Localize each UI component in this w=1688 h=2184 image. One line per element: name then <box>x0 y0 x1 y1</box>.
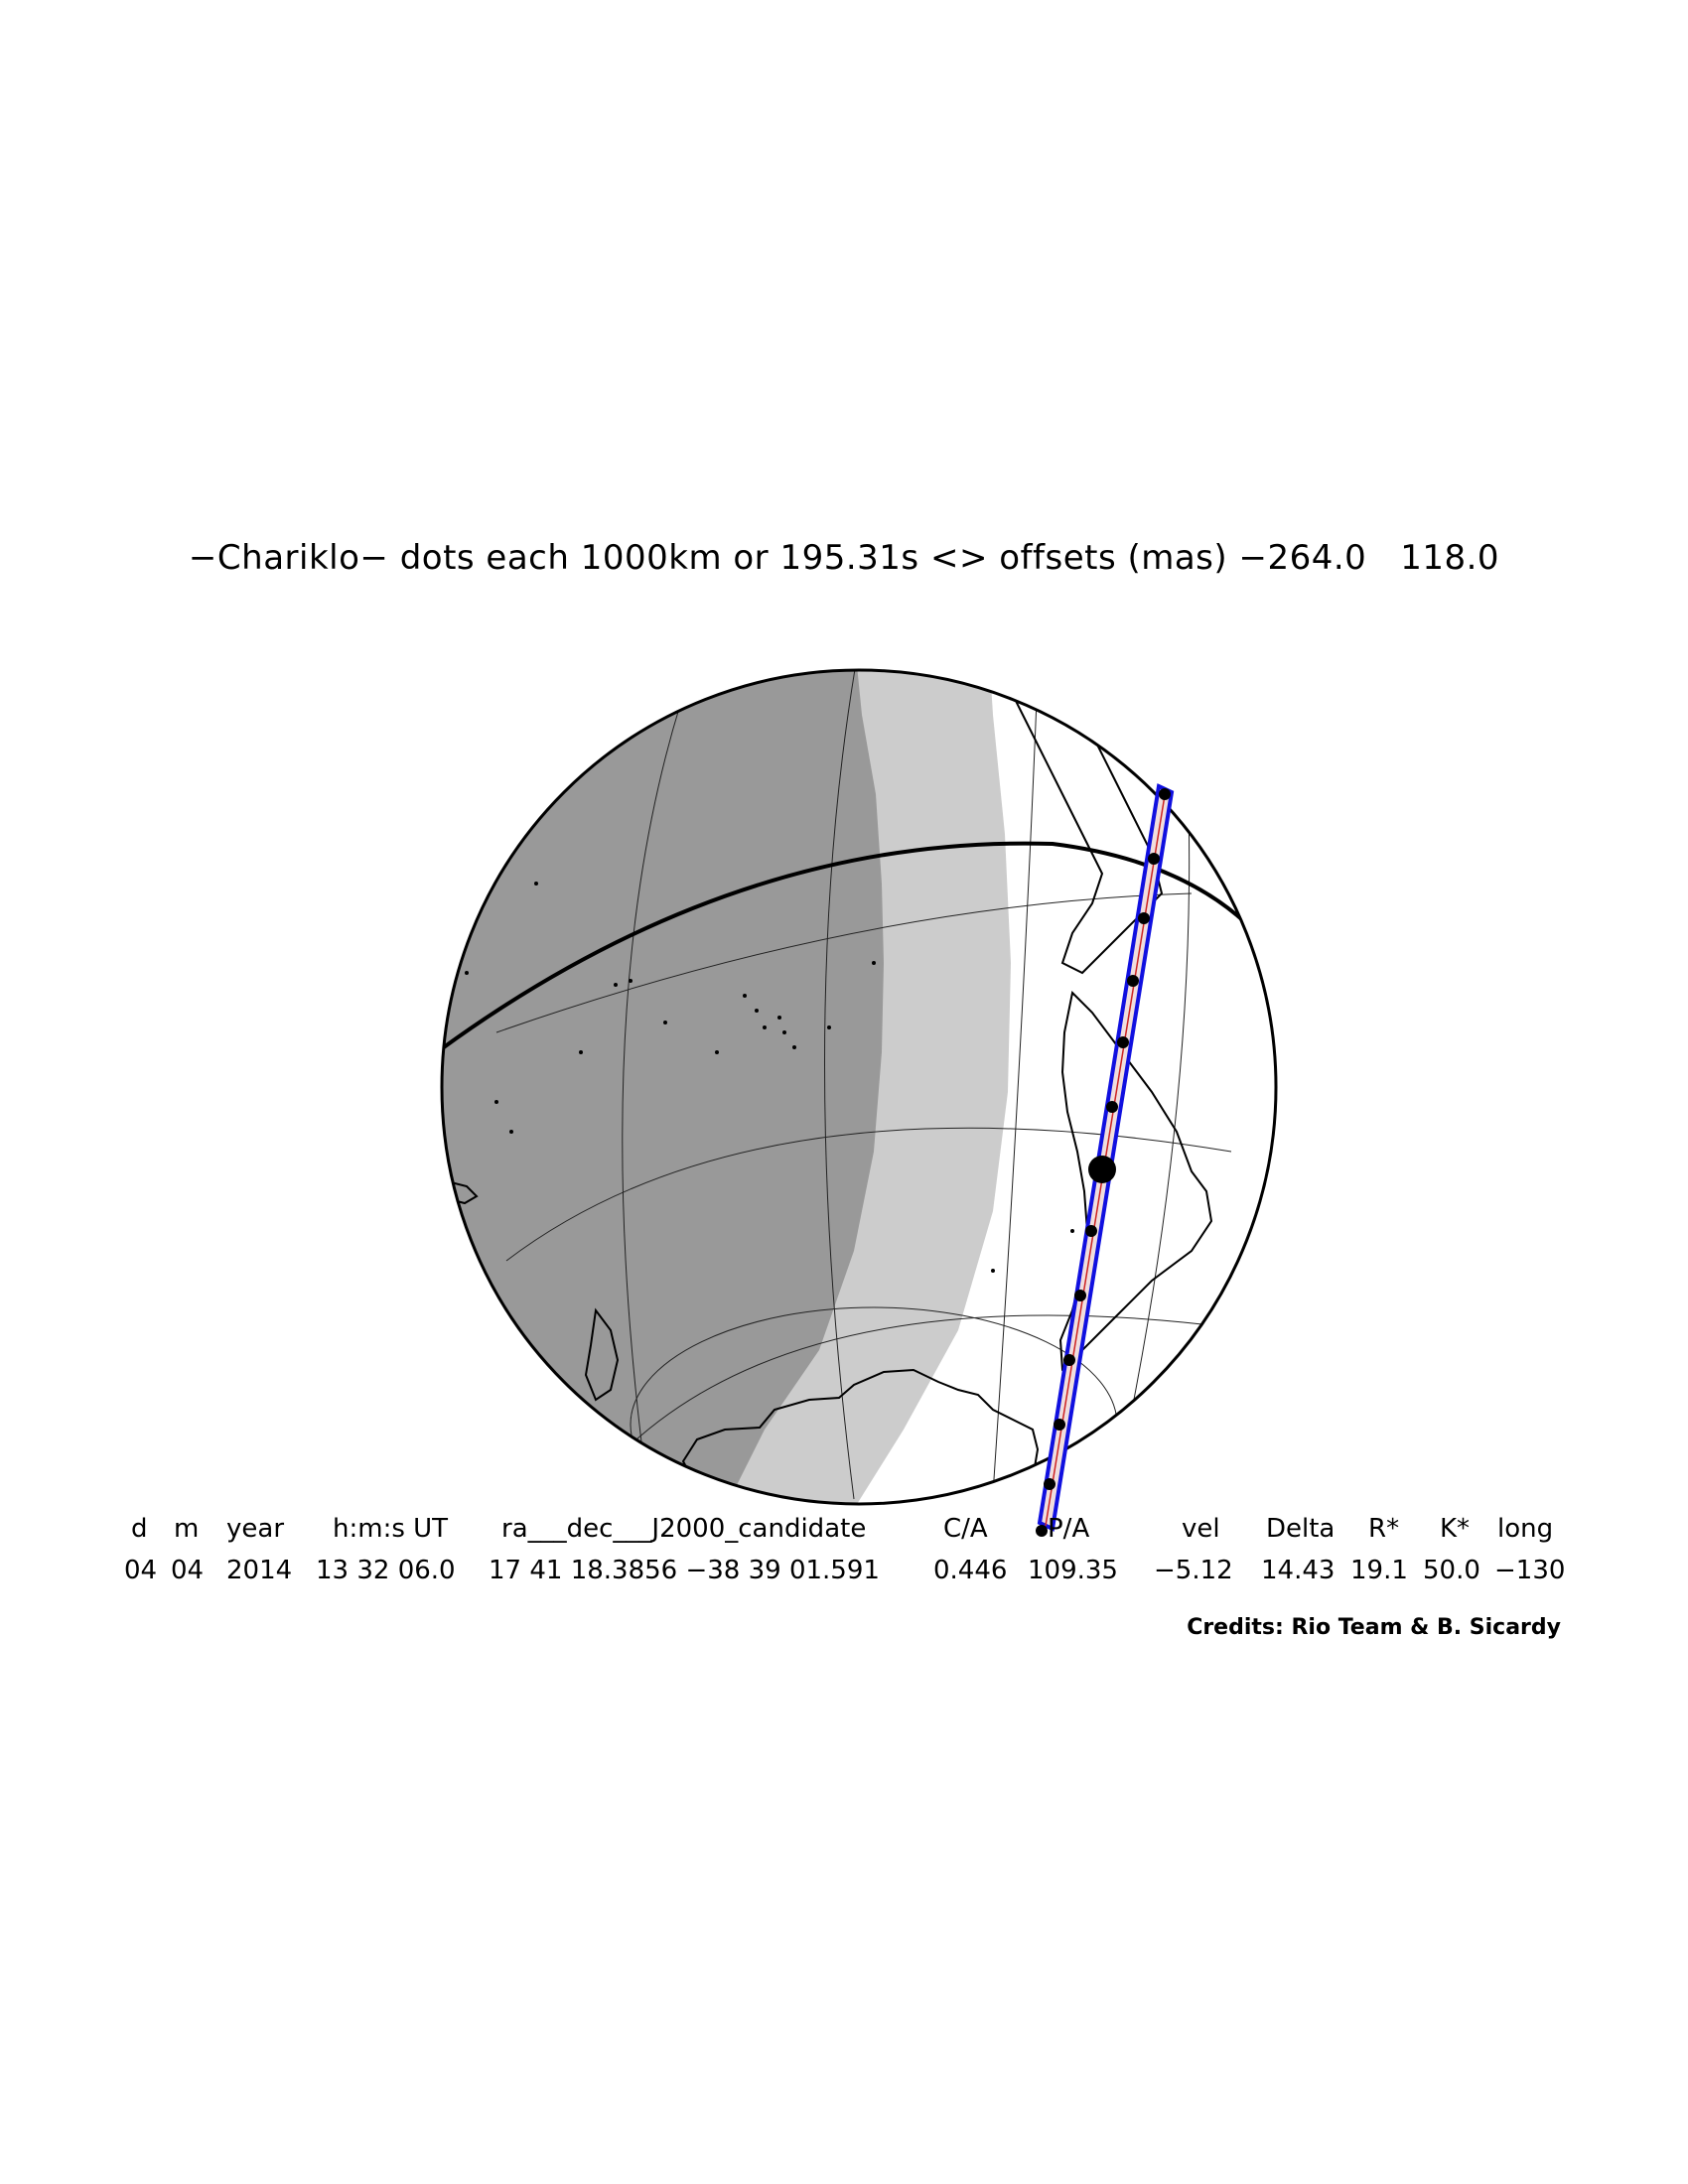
equator-line <box>442 841 1276 1054</box>
value-cell: 19.1 <box>1350 1556 1408 1585</box>
value-cell: 14.43 <box>1261 1556 1336 1585</box>
header-cell: m <box>174 1514 200 1544</box>
header-cell: vel <box>1182 1514 1220 1544</box>
header-cell: d <box>131 1514 148 1544</box>
night-region <box>442 670 884 1504</box>
value-cell: 17 41 18.3856 −38 39 01.591 <box>489 1556 880 1585</box>
closest-approach-dot <box>1088 1156 1116 1183</box>
value-cell: 50.0 <box>1423 1556 1480 1585</box>
globe-map <box>440 668 1278 1537</box>
header-cell: P/A <box>1048 1514 1090 1544</box>
north-america-coast <box>991 670 1164 975</box>
header-cell: ra___dec___J2000_candidate <box>501 1514 867 1544</box>
antarctica-coast <box>681 1368 1040 1504</box>
value-cell: 0.446 <box>933 1556 1008 1585</box>
header-cell: C/A <box>943 1514 988 1544</box>
map-title: −Chariklo− dots each 1000km or 195.31s <… <box>188 538 1500 578</box>
credits-text: Credits: Rio Team & B. Sicardy <box>1187 1615 1561 1640</box>
value-cell: −5.12 <box>1154 1556 1233 1585</box>
value-cell: 13 32 06.0 <box>316 1556 456 1585</box>
header-cell: Delta <box>1266 1514 1336 1544</box>
value-cell: 109.35 <box>1028 1556 1118 1585</box>
header-cell: year <box>226 1514 285 1544</box>
header-cell: R* <box>1368 1514 1400 1544</box>
time-dots <box>1036 788 1171 1537</box>
header-cell: long <box>1497 1514 1554 1544</box>
value-cell: 04 <box>124 1556 158 1585</box>
value-cell: 04 <box>171 1556 205 1585</box>
header-cell: h:m:s UT <box>333 1514 449 1544</box>
globe-outline <box>440 668 1278 1506</box>
value-cell: 2014 <box>226 1556 293 1585</box>
header-cell: K* <box>1440 1514 1471 1544</box>
value-cell: −130 <box>1494 1556 1566 1585</box>
new-zealand-coast <box>584 1307 620 1402</box>
